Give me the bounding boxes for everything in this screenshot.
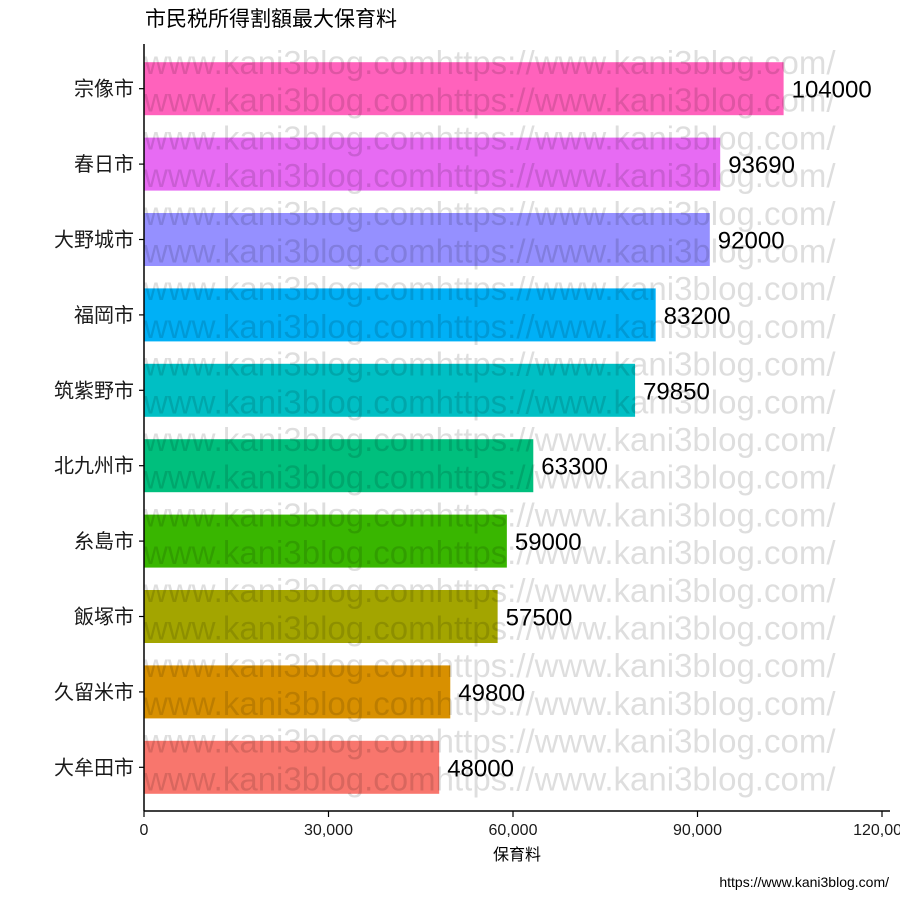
- x-tick-label: 30,000: [304, 822, 353, 839]
- x-tick-label: 120,000: [853, 822, 900, 839]
- watermark-text: www.kani3blog.comhttps://www.kani3blog.c…: [143, 119, 836, 156]
- category-label: 大牟田市: [54, 755, 134, 779]
- watermark-text: www.kani3blog.comhttps://www.kani3blog.c…: [143, 421, 836, 458]
- category-label: 春日市: [74, 152, 134, 176]
- data-label: 49800: [458, 680, 525, 707]
- watermark-text: www.kani3blog.comhttps://www.kani3blog.c…: [143, 157, 836, 194]
- bar: [144, 514, 507, 568]
- bar: [144, 213, 710, 266]
- watermark-text: www.kani3blog.comhttps://www.kani3blog.c…: [143, 195, 836, 232]
- watermark-text: www.kani3blog.comhttps://www.kani3blog.c…: [143, 534, 836, 571]
- category-label: 糸島市: [74, 529, 134, 553]
- data-label: 104000: [792, 77, 872, 104]
- watermark-text: www.kani3blog.comhttps://www.kani3blog.c…: [143, 233, 836, 270]
- bar: [144, 740, 440, 794]
- data-label: 63300: [541, 454, 608, 481]
- x-tick-label: 60,000: [489, 822, 538, 839]
- category-label: 飯塚市: [74, 605, 134, 629]
- bar: [144, 62, 784, 116]
- caption: https://www.kani3blog.com/: [719, 874, 889, 890]
- data-label: 57500: [506, 605, 573, 632]
- data-label: 92000: [718, 228, 785, 255]
- category-label: 筑紫野市: [54, 378, 134, 402]
- data-label: 59000: [515, 529, 582, 556]
- watermark-text: www.kani3blog.comhttps://www.kani3blog.c…: [143, 496, 836, 533]
- data-label: 48000: [447, 755, 514, 782]
- data-label: 79850: [643, 378, 710, 405]
- watermark-text: www.kani3blog.comhttps://www.kani3blog.c…: [143, 82, 836, 119]
- watermark-text: www.kani3blog.comhttps://www.kani3blog.c…: [143, 346, 836, 383]
- watermark-text: www.kani3blog.comhttps://www.kani3blog.c…: [143, 459, 836, 496]
- watermark-text: www.kani3blog.comhttps://www.kani3blog.c…: [143, 270, 836, 307]
- watermark-text: www.kani3blog.comhttps://www.kani3blog.c…: [143, 647, 836, 684]
- data-label: 93690: [728, 152, 795, 179]
- chart-title: 市民税所得割額最大保育料: [145, 7, 397, 31]
- watermark-text: www.kani3blog.comhttps://www.kani3blog.c…: [143, 572, 836, 609]
- watermark-group: www.kani3blog.comhttps://www.kani3blog.c…: [143, 44, 836, 797]
- category-label: 大野城市: [54, 228, 134, 252]
- bar: [144, 137, 721, 191]
- category-label: 宗像市: [74, 77, 134, 101]
- watermark-text: www.kani3blog.comhttps://www.kani3blog.c…: [143, 383, 836, 420]
- bar: [144, 363, 636, 417]
- category-label: 福岡市: [74, 303, 134, 327]
- category-label: 久留米市: [54, 680, 134, 704]
- value-labels-group: 104000 93690 92000 83200 79850 63300 59000 5750…: [447, 77, 871, 783]
- watermark-text: www.kani3blog.comhttps://www.kani3blog.c…: [143, 760, 836, 797]
- x-ticks-group: 0 30,000 60,000 90,000 120,000: [140, 811, 900, 839]
- data-label: 83200: [664, 303, 731, 330]
- x-tick-label: 0: [140, 822, 149, 839]
- watermark-text: www.kani3blog.comhttps://www.kani3blog.c…: [143, 308, 836, 345]
- watermark-text: www.kani3blog.comhttps://www.kani3blog.c…: [143, 44, 836, 81]
- bar: [144, 665, 451, 719]
- watermark-text: www.kani3blog.comhttps://www.kani3blog.c…: [143, 723, 836, 760]
- bar: [144, 590, 498, 643]
- bar: [144, 288, 656, 342]
- bars-group: [144, 62, 784, 794]
- x-tick-label: 90,000: [673, 822, 722, 839]
- category-label: 北九州市: [54, 454, 134, 478]
- x-axis-title: 保育料: [493, 845, 541, 864]
- bar: [144, 439, 534, 493]
- watermark-text: www.kani3blog.comhttps://www.kani3blog.c…: [143, 610, 836, 647]
- watermark-text: www.kani3blog.comhttps://www.kani3blog.c…: [143, 685, 836, 722]
